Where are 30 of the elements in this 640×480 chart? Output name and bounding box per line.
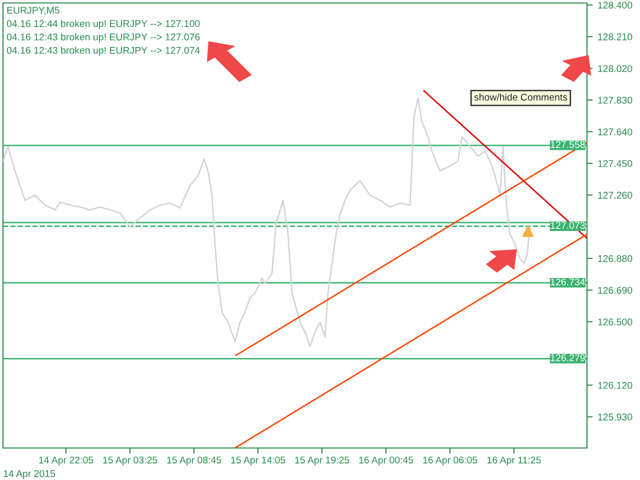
- annotation: show/hide Comments: [474, 93, 568, 101]
- annotation: EURJPY,M5: [7, 6, 60, 15]
- ref-line-label: 126.279: [550, 354, 585, 362]
- x-tick-label: 15 Apr 19:25: [295, 456, 350, 466]
- ref-line-label: 127.073: [550, 222, 585, 229]
- annotation: 04.16 12:43 broken up! EURJPY --> 127.074: [6, 46, 200, 56]
- x-tick-label: 16 Apr 11:25: [488, 456, 541, 466]
- ref-line-label: 126.734: [550, 278, 585, 286]
- y-tick-label: 125.930: [598, 414, 632, 420]
- ref-line-label: 127.558: [550, 141, 585, 148]
- x-tick-label: 16 Apr 00:45: [359, 456, 414, 466]
- x-tick-label: 16 Apr 06:05: [423, 456, 478, 466]
- y-tick-label: 127.640: [598, 128, 632, 136]
- text: 14 Apr 2015: [4, 470, 56, 479]
- y-tick-label: 126.690: [598, 286, 632, 294]
- x-tick-label: 14 Apr 22:05: [39, 456, 94, 466]
- annotation: 04.16 12:44 broken up! EURJPY --> 127.100: [6, 20, 200, 29]
- y-tick-label: 127.830: [598, 96, 632, 104]
- y-tick-label: 127.260: [598, 192, 632, 199]
- y-tick-label: 128.400: [598, 2, 632, 9]
- x-tick-label: 15 Apr 08:45: [167, 456, 222, 466]
- annotation: 04.16 12:43 broken up! EURJPY --> 127.076: [6, 33, 200, 42]
- y-tick-label: 128.020: [598, 65, 632, 72]
- x-tick-label: 15 Apr 14:05: [231, 456, 286, 466]
- y-tick-label: 128.210: [598, 33, 632, 40]
- y-tick-label: 126.880: [598, 255, 632, 262]
- x-tick-label: 15 Apr 03:25: [103, 456, 158, 466]
- y-tick-label: 127.450: [598, 160, 632, 168]
- y-tick-label: 126.500: [598, 318, 632, 326]
- y-tick-label: 126.120: [598, 382, 632, 389]
